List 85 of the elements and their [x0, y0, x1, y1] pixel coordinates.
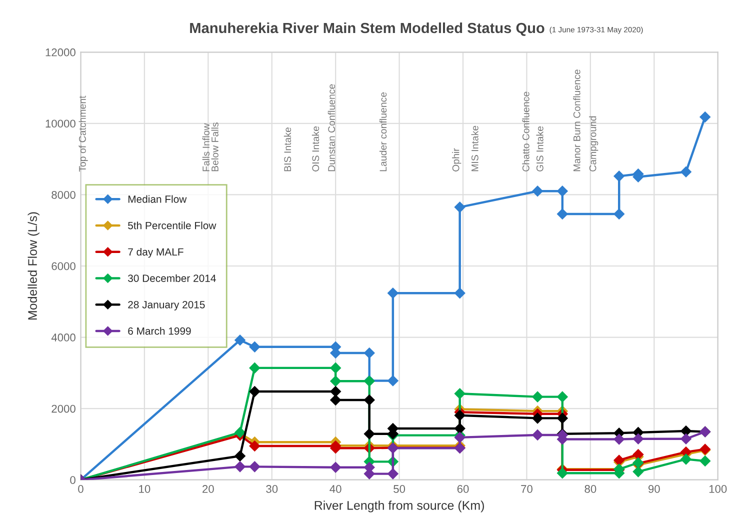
- point: [556, 208, 568, 220]
- point: [454, 432, 466, 443]
- point: [680, 426, 692, 436]
- point: [249, 362, 260, 374]
- point: [532, 391, 543, 402]
- x-tick-label: 10: [139, 485, 150, 493]
- point: [680, 166, 692, 178]
- y-axis-title: Modelled Flow (L/s): [28, 212, 40, 320]
- annotation: Manor Burn Confluence: [573, 70, 580, 172]
- annotation: Chatto Confluence: [522, 92, 530, 172]
- annotation: MIS Intake: [471, 126, 478, 172]
- annotation: Campground: [589, 116, 598, 172]
- point: [632, 433, 644, 444]
- x-axis-title: River Length from source (Km): [314, 500, 484, 512]
- x-tick-label: 0: [78, 485, 84, 493]
- point: [614, 170, 625, 182]
- point: [249, 341, 260, 352]
- point: [330, 394, 342, 406]
- point: [234, 450, 246, 462]
- point: [330, 386, 342, 397]
- y-tick-label: 8000: [52, 190, 76, 199]
- point: [387, 288, 398, 299]
- point: [556, 468, 568, 479]
- point: [454, 288, 466, 299]
- point: [387, 375, 398, 386]
- x-tick-label: 50: [394, 485, 406, 493]
- point: [330, 376, 342, 387]
- point: [234, 334, 246, 346]
- legend-label: 28 January 2015: [128, 300, 205, 310]
- point: [249, 440, 260, 452]
- annotation: Ophir: [452, 148, 462, 172]
- legend-label: Median Flow: [128, 195, 187, 203]
- point: [364, 348, 375, 358]
- annotation: Dunstan Confluence: [328, 84, 336, 172]
- point: [364, 394, 375, 406]
- point: [330, 362, 342, 374]
- y-tick-label: 0: [70, 476, 76, 484]
- annotation: GIS Intake: [536, 126, 544, 172]
- point: [700, 112, 711, 122]
- legend-label: 5th Percentile Flow: [128, 222, 216, 230]
- annotation: Below Falls: [211, 122, 218, 172]
- point: [330, 462, 342, 473]
- point: [556, 186, 568, 197]
- x-tick-label: 90: [648, 485, 660, 493]
- x-tick-label: 60: [457, 485, 469, 493]
- point: [532, 186, 543, 197]
- point: [680, 433, 692, 444]
- point: [454, 202, 466, 213]
- point: [556, 412, 568, 424]
- point: [700, 456, 711, 466]
- annotation: Top of Catchment: [78, 96, 88, 172]
- point: [680, 454, 692, 465]
- annotation: Falls Inflow: [202, 123, 210, 172]
- point: [387, 468, 398, 480]
- point: [632, 466, 644, 478]
- x-tick-label: 100: [709, 485, 727, 493]
- point: [364, 428, 375, 440]
- point: [614, 434, 625, 445]
- y-tick-label: 4000: [51, 334, 76, 342]
- x-tick-label: 80: [584, 485, 596, 493]
- annotation: Lauder confluence: [379, 92, 387, 172]
- y-tick-label: 10000: [46, 120, 76, 128]
- x-tick-label: 70: [521, 485, 532, 493]
- legend-label: 7 day MALF: [128, 248, 184, 258]
- y-tick-label: 12000: [46, 48, 76, 56]
- point: [249, 386, 260, 397]
- x-tick-label: 40: [330, 485, 342, 493]
- x-tick-label: 20: [202, 485, 214, 493]
- point: [614, 208, 625, 220]
- legend-label: 6 March 1999: [128, 327, 191, 335]
- y-tick-label: 2000: [52, 404, 76, 413]
- point: [234, 461, 246, 472]
- point: [532, 412, 543, 424]
- annotation: OIS Intake: [312, 126, 320, 172]
- point: [249, 461, 260, 472]
- point: [454, 410, 466, 421]
- x-tick-label: 30: [266, 485, 278, 493]
- annotation: BIS Intake: [284, 127, 292, 172]
- point: [532, 430, 543, 440]
- point: [454, 423, 466, 434]
- point: [454, 388, 466, 400]
- legend-label: 30 December 2014: [128, 274, 216, 282]
- chart-title: Manuherekia River Main Stem Modelled Status Quo: [190, 22, 544, 36]
- y-tick-label: 6000: [52, 262, 76, 270]
- point: [556, 391, 568, 402]
